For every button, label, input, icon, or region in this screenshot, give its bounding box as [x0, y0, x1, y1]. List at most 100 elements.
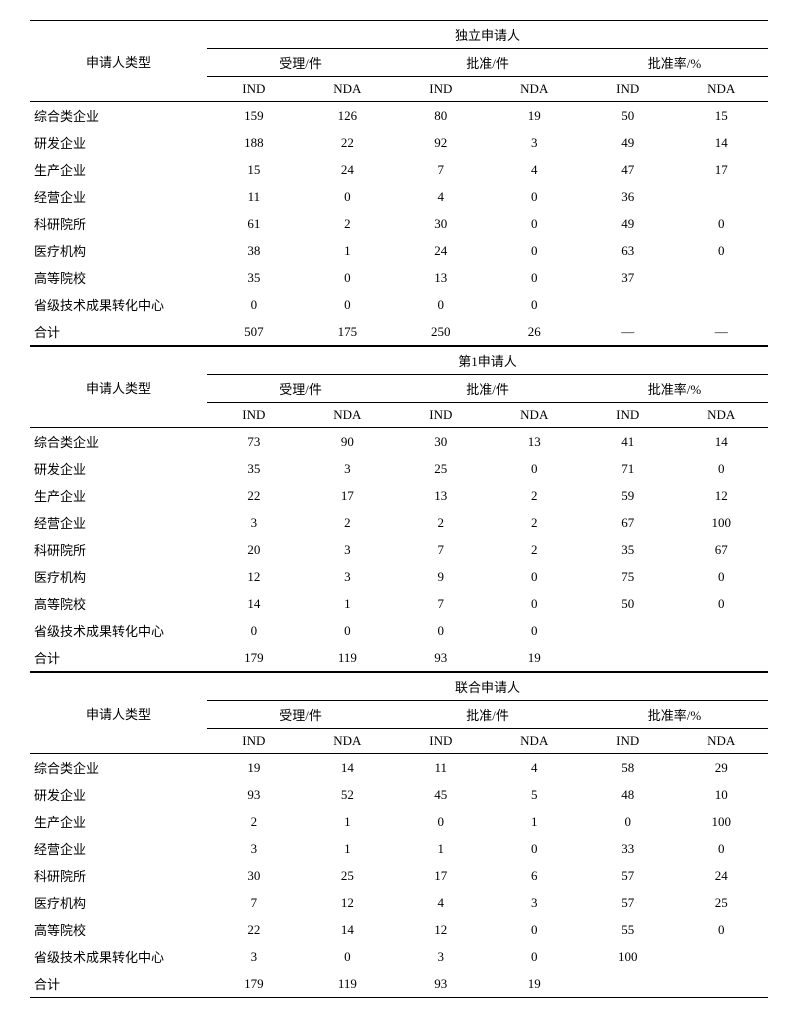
data-cell: 22 — [207, 916, 300, 943]
data-cell: 14 — [301, 916, 394, 943]
row-label: 综合类企业 — [30, 428, 207, 456]
data-cell: 15 — [207, 156, 300, 183]
data-cell: 30 — [394, 210, 487, 237]
data-cell: 3 — [488, 889, 581, 916]
table-row: 生产企业22171325912 — [30, 482, 768, 509]
data-table: 申请人类型联合申请人受理/件批准/件批准率/%INDNDAINDNDAINDND… — [30, 672, 768, 998]
data-cell: 30 — [394, 428, 487, 456]
table-row: 研发企业188229234914 — [30, 129, 768, 156]
row-header-label: 申请人类型 — [30, 673, 207, 754]
data-cell: 0 — [674, 210, 768, 237]
data-cell: 0 — [301, 264, 394, 291]
data-cell: 13 — [488, 428, 581, 456]
data-cell: 179 — [207, 644, 300, 672]
data-cell: 17 — [674, 156, 768, 183]
data-cell — [674, 291, 768, 318]
row-label: 省级技术成果转化中心 — [30, 617, 207, 644]
group-header: 批准/件 — [394, 375, 581, 403]
group-header: 批准率/% — [581, 375, 768, 403]
sub-header: IND — [394, 403, 487, 428]
data-cell: 100 — [674, 509, 768, 536]
data-cell: 1 — [301, 808, 394, 835]
sub-header: NDA — [674, 77, 768, 102]
data-cell: 25 — [674, 889, 768, 916]
data-cell: 57 — [581, 889, 674, 916]
table-row: 省级技术成果转化中心0000 — [30, 291, 768, 318]
data-cell: 90 — [301, 428, 394, 456]
data-cell: 22 — [301, 129, 394, 156]
row-label: 合计 — [30, 644, 207, 672]
data-cell: 0 — [488, 835, 581, 862]
data-cell: 19 — [488, 644, 581, 672]
data-cell: 24 — [674, 862, 768, 889]
table-row: 经营企业3110330 — [30, 835, 768, 862]
data-cell — [674, 617, 768, 644]
data-cell: 0 — [394, 617, 487, 644]
data-cell: 22 — [207, 482, 300, 509]
data-cell: 0 — [674, 563, 768, 590]
data-cell: 63 — [581, 237, 674, 264]
data-cell: 52 — [301, 781, 394, 808]
sub-header: NDA — [301, 403, 394, 428]
row-label: 研发企业 — [30, 781, 207, 808]
sub-header: IND — [207, 729, 300, 754]
data-cell: 93 — [207, 781, 300, 808]
data-cell: 48 — [581, 781, 674, 808]
data-cell: 4 — [488, 156, 581, 183]
data-cell — [674, 970, 768, 998]
sub-header: IND — [581, 403, 674, 428]
data-cell: 0 — [581, 808, 674, 835]
data-cell: — — [581, 318, 674, 346]
row-label: 合计 — [30, 318, 207, 346]
data-cell: 12 — [674, 482, 768, 509]
table-row: 综合类企业15912680195015 — [30, 102, 768, 130]
data-cell: 4 — [488, 754, 581, 782]
row-label: 高等院校 — [30, 264, 207, 291]
row-label: 生产企业 — [30, 156, 207, 183]
data-cell: 50 — [581, 102, 674, 130]
row-label: 生产企业 — [30, 808, 207, 835]
data-cell: 507 — [207, 318, 300, 346]
data-cell: 0 — [488, 943, 581, 970]
data-cell: 10 — [674, 781, 768, 808]
data-cell — [674, 644, 768, 672]
data-cell: 7 — [394, 536, 487, 563]
sub-header: NDA — [301, 77, 394, 102]
data-cell: 37 — [581, 264, 674, 291]
data-cell: 1 — [488, 808, 581, 835]
data-cell: 3 — [301, 563, 394, 590]
data-cell: 80 — [394, 102, 487, 130]
data-cell: 0 — [488, 617, 581, 644]
data-cell: 14 — [301, 754, 394, 782]
row-label: 综合类企业 — [30, 102, 207, 130]
data-cell: 0 — [488, 563, 581, 590]
data-cell: 67 — [581, 509, 674, 536]
table-row: 高等院校35013037 — [30, 264, 768, 291]
data-cell: 12 — [301, 889, 394, 916]
data-cell: 3 — [488, 129, 581, 156]
row-label: 经营企业 — [30, 509, 207, 536]
table-row: 经营企业1104036 — [30, 183, 768, 210]
data-cell: 19 — [488, 102, 581, 130]
row-label: 合计 — [30, 970, 207, 998]
sub-header: IND — [581, 729, 674, 754]
data-cell: 0 — [674, 916, 768, 943]
data-cell: 100 — [674, 808, 768, 835]
section-title: 独立申请人 — [207, 21, 768, 49]
table-row: 综合类企业739030134114 — [30, 428, 768, 456]
data-cell: 71 — [581, 455, 674, 482]
sub-header: IND — [207, 77, 300, 102]
data-cell: 2 — [301, 509, 394, 536]
data-cell: 0 — [488, 237, 581, 264]
data-cell: 47 — [581, 156, 674, 183]
data-cell: 250 — [394, 318, 487, 346]
row-label: 经营企业 — [30, 835, 207, 862]
data-cell: 0 — [394, 808, 487, 835]
table-row: 生产企业1524744717 — [30, 156, 768, 183]
data-cell: 3 — [207, 943, 300, 970]
data-cell: 13 — [394, 482, 487, 509]
data-cell: 30 — [207, 862, 300, 889]
data-cell: 0 — [488, 590, 581, 617]
data-cell: 2 — [207, 808, 300, 835]
table-row: 省级技术成果转化中心3030100 — [30, 943, 768, 970]
